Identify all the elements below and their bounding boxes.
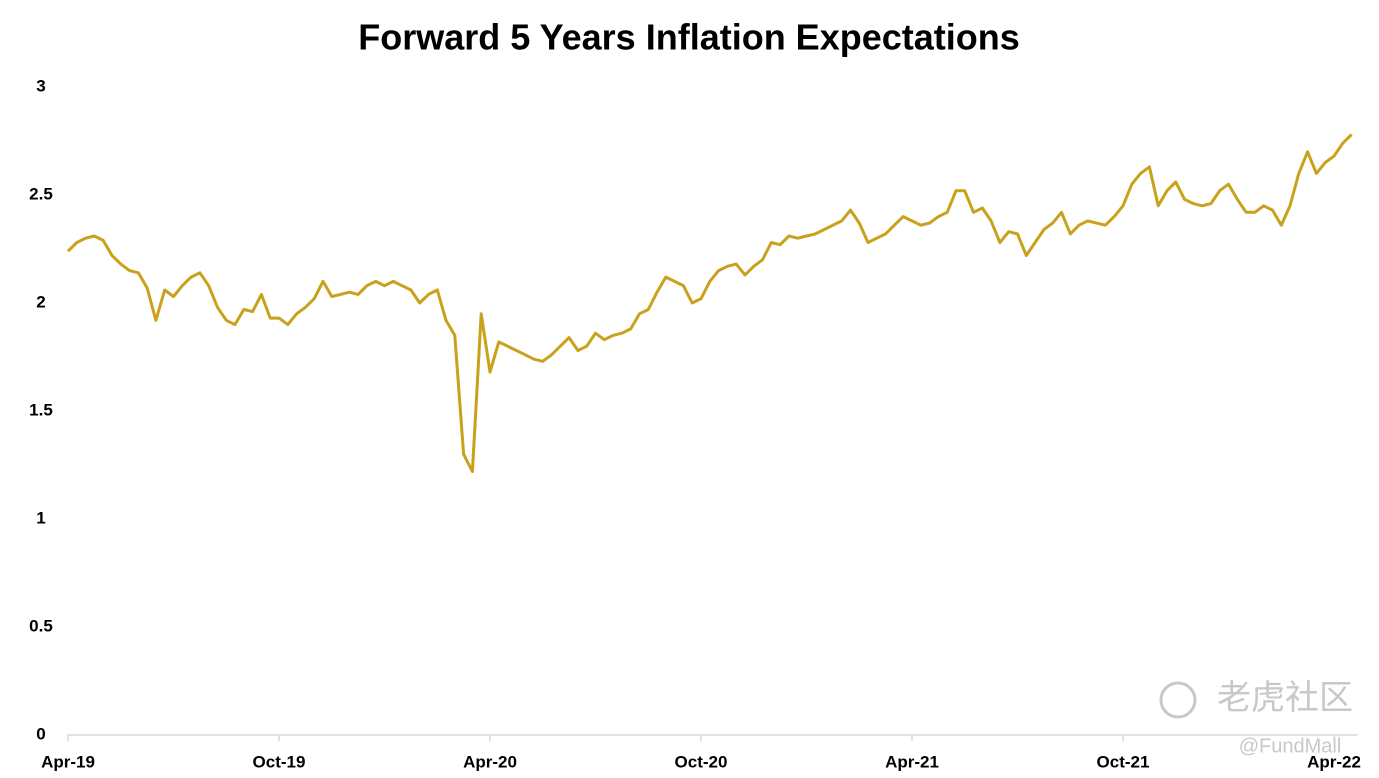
y-tick-label: 3: [36, 76, 45, 95]
x-tick-label: Oct-20: [675, 752, 728, 771]
watermark-logo: [1159, 681, 1197, 719]
y-tick-label: 1.5: [29, 400, 53, 419]
x-tick-label: Oct-19: [253, 752, 306, 771]
x-tick-label: Apr-19: [41, 752, 95, 771]
watermark: 老虎社区: [1217, 679, 1353, 717]
data-line: [66, 133, 1353, 473]
x-tick-label: Apr-20: [463, 752, 517, 771]
watermark: @FundMall: [1239, 735, 1342, 757]
y-tick-label: 2.5: [29, 184, 53, 203]
x-tick-label: Apr-21: [885, 752, 939, 771]
y-tick-label: 2: [36, 292, 45, 311]
x-tick-label: Oct-21: [1097, 752, 1150, 771]
chart-title: Forward 5 Years Inflation Expectations: [358, 17, 1020, 58]
y-tick-label: 1: [36, 508, 45, 527]
y-tick-label: 0.5: [29, 616, 53, 635]
x-tick-label: Apr-22: [1307, 752, 1361, 771]
y-tick-label: 0: [36, 724, 45, 743]
